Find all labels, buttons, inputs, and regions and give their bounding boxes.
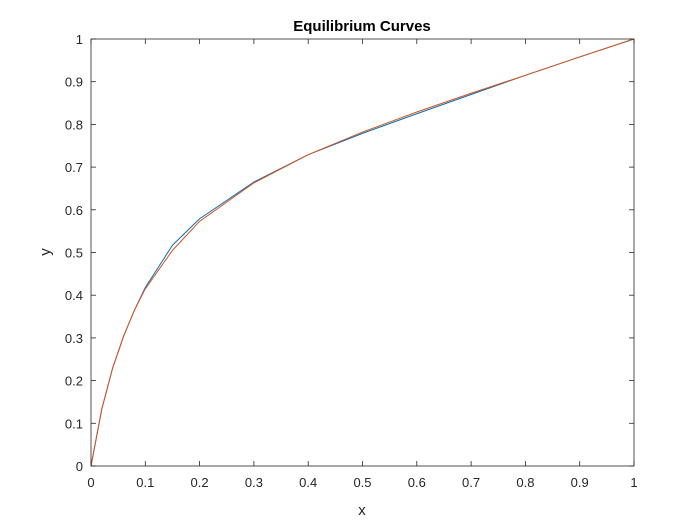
series-line-2	[90, 38, 635, 467]
y-tick-label-4: 0.4	[65, 288, 83, 303]
x-tick-label-4: 0.4	[299, 475, 317, 490]
x-tick-label-1: 0.1	[136, 475, 154, 490]
chart-title: Equilibrium Curves	[293, 18, 431, 35]
y-tick-label-6: 0.6	[65, 203, 83, 218]
x-tick-label-2: 0.2	[191, 475, 209, 490]
y-tick-label-3: 0.3	[65, 331, 83, 346]
y-tick-label-9: 0.9	[65, 75, 83, 90]
tick-labels: 0 0.1 0.2 0.3 0.4 0.5 0.6 0.7 0.8 0.9 1 0 0.1 0.2 0.3 0…	[65, 32, 638, 490]
plot-frame	[90, 38, 635, 467]
y-tick-label-10: 1	[76, 32, 83, 47]
y-tick-label-7: 0.7	[65, 160, 83, 175]
y-tick-label-5: 0.5	[65, 246, 83, 261]
x-tick-label-8: 0.8	[516, 475, 534, 490]
x-tick-label-5: 0.5	[353, 475, 371, 490]
series-layer	[90, 38, 635, 467]
y-axis-label: y	[37, 248, 54, 256]
x-tick-label-3: 0.3	[245, 475, 263, 490]
x-tick-label-10: 1	[630, 475, 637, 490]
x-tick-label-6: 0.6	[408, 475, 426, 490]
plot-area	[91, 39, 634, 466]
y-tick-label-0: 0	[76, 459, 83, 474]
x-tick-label-7: 0.7	[462, 475, 480, 490]
x-axis-label: x	[358, 502, 366, 519]
y-tick-label-8: 0.8	[65, 117, 83, 132]
x-tick-label-9: 0.9	[571, 475, 589, 490]
y-tick-label-1: 0.1	[65, 416, 83, 431]
y-tick-label-2: 0.2	[65, 374, 83, 389]
x-tick-label-0: 0	[87, 475, 94, 490]
